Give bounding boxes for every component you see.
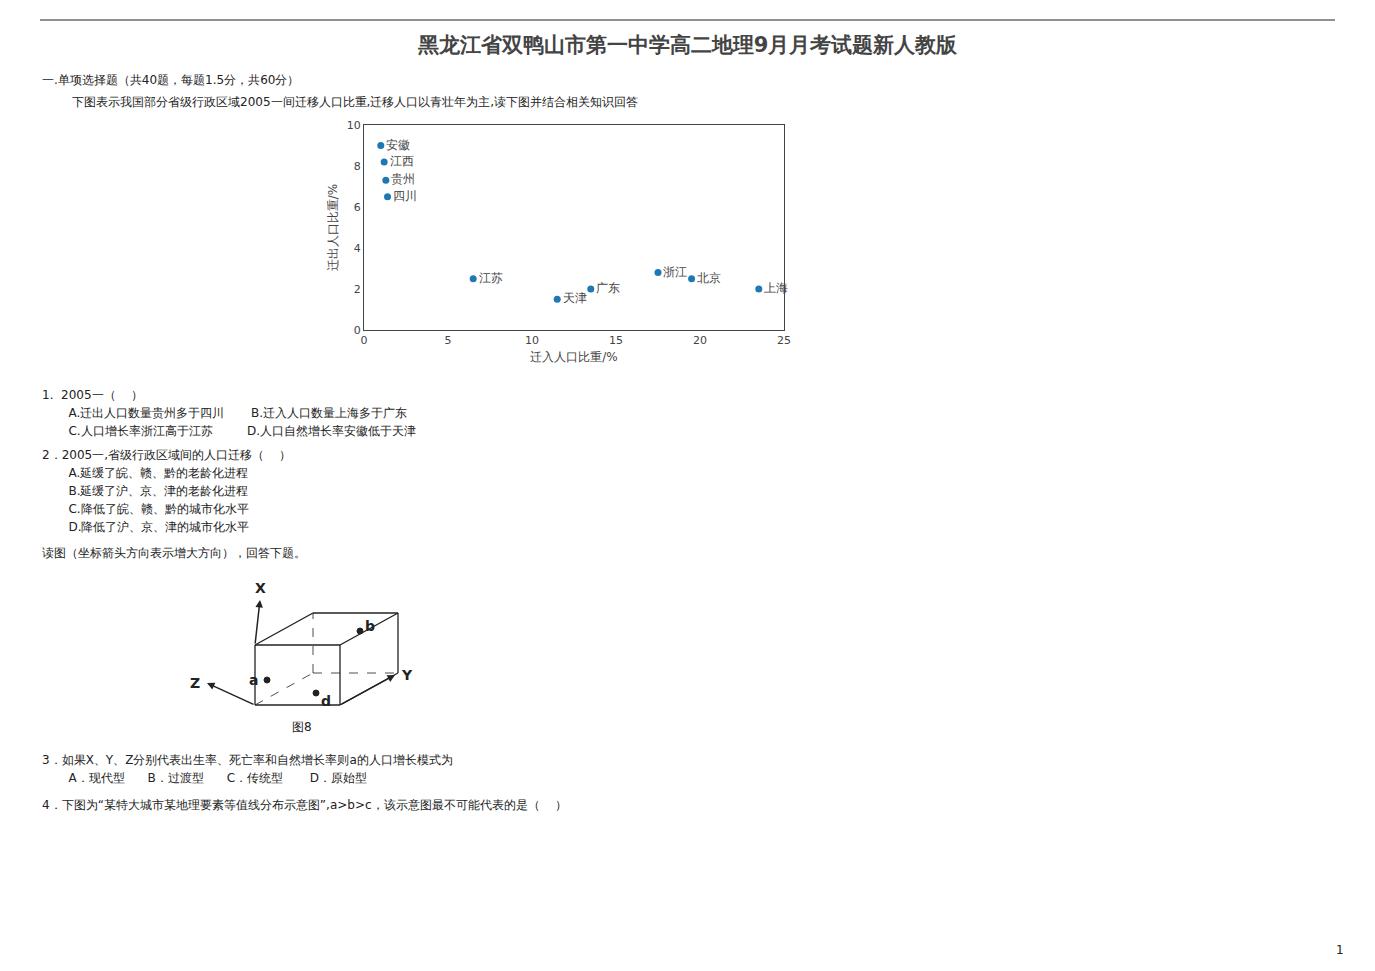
svg-text:4．下图为“某特大城市某地理要素等值线分布示意图”,a>b>: 4．下图为“某特大城市某地理要素等值线分布示意图”,a>b>c，该示意图最不可能… — [42, 798, 567, 812]
svg-text:B.延缓了沪、京、津的老龄化进程: B.延缓了沪、京、津的老龄化进程 — [57, 484, 249, 498]
svg-text:迁入人口比重/%: 迁入人口比重/% — [530, 350, 617, 364]
svg-text:4: 4 — [354, 242, 361, 255]
svg-text:10: 10 — [525, 334, 539, 347]
svg-text:1: 1 — [1336, 943, 1344, 957]
svg-text:迁出人口比重/%: 迁出人口比重/% — [326, 184, 340, 271]
svg-text:Y: Y — [401, 667, 413, 683]
svg-text:一.单项选择题（共40题，每题1.5分，共60分）: 一.单项选择题（共40题，每题1.5分，共60分） — [42, 73, 299, 87]
svg-text:d: d — [321, 693, 331, 709]
svg-text:贵州: 贵州 — [391, 172, 415, 186]
svg-text:0: 0 — [361, 334, 368, 347]
svg-text:A.迁出人口数量贵州多于四川 B.迁入人口数量上: A.迁出人口数量贵州多于四川 B.迁入人口数量上海多于广东 — [57, 406, 407, 420]
svg-text:A．现代型 B．过渡型 C．传统型: A．现代型 B．过渡型 C．传统型 D．原始型 — [57, 771, 367, 785]
svg-text:天津: 天津 — [563, 291, 587, 305]
svg-text:2: 2 — [354, 283, 361, 296]
svg-text:10: 10 — [347, 119, 361, 132]
svg-text:读图（坐标箭头方向表示增大方向），回答下题。: 读图（坐标箭头方向表示增大方向），回答下题。 — [42, 546, 306, 560]
svg-text:上海: 上海 — [764, 281, 788, 295]
svg-text:下图表示我国部分省级行政区域2005一间迁移人口比重,迁移人: 下图表示我国部分省级行政区域2005一间迁移人口比重,迁移人口以青壮年为主,读下… — [72, 95, 638, 109]
svg-text:广东: 广东 — [596, 281, 620, 295]
svg-text:6: 6 — [354, 201, 361, 214]
svg-text:0: 0 — [354, 324, 361, 337]
svg-text:8: 8 — [354, 160, 361, 173]
svg-text:25: 25 — [777, 334, 791, 347]
svg-text:四川: 四川 — [393, 189, 417, 203]
svg-text:C.人口增长率浙江高于江苏 D.人口自然增长: C.人口增长率浙江高于江苏 D.人口自然增长率安徽低于天津 — [57, 424, 416, 438]
svg-text:3．如果X、Y、Z分别代表出生率、死亡率和自然增长率则a的人: 3．如果X、Y、Z分别代表出生率、死亡率和自然增长率则a的人口增长模式为 — [42, 753, 453, 767]
svg-text:北京: 北京 — [697, 271, 721, 285]
svg-text:a: a — [249, 672, 258, 688]
svg-text:江苏: 江苏 — [479, 271, 503, 285]
svg-text:图8: 图8 — [292, 720, 312, 734]
svg-text:15: 15 — [609, 334, 623, 347]
svg-text:b: b — [365, 618, 375, 634]
svg-text:5: 5 — [445, 334, 452, 347]
svg-text:20: 20 — [693, 334, 707, 347]
svg-text:A.延缓了皖、赣、黔的老龄化进程: A.延缓了皖、赣、黔的老龄化进程 — [57, 466, 248, 480]
svg-text:2．2005一,省级行政区域间的人口迁移（ ）: 2．2005一,省级行政区域间的人口迁移（ ） — [42, 448, 291, 462]
svg-text:江西: 江西 — [390, 154, 414, 168]
svg-text:1. 2005一（ ）: 1. 2005一（ ） — [42, 388, 143, 402]
svg-text:D.降低了沪、京、津的城市化水平: D.降低了沪、京、津的城市化水平 — [57, 520, 250, 534]
svg-text:黑龙江省双鸭山市第一中学高二地理9月月考试题新人教版: 黑龙江省双鸭山市第一中学高二地理9月月考试题新人教版 — [417, 33, 959, 57]
svg-text:X: X — [255, 580, 266, 596]
svg-text:C.降低了皖、赣、黔的城市化水平: C.降低了皖、赣、黔的城市化水平 — [57, 502, 249, 516]
svg-text:安徽: 安徽 — [386, 138, 410, 152]
svg-text:浙江: 浙江 — [663, 265, 687, 279]
svg-text:Z: Z — [190, 675, 200, 691]
